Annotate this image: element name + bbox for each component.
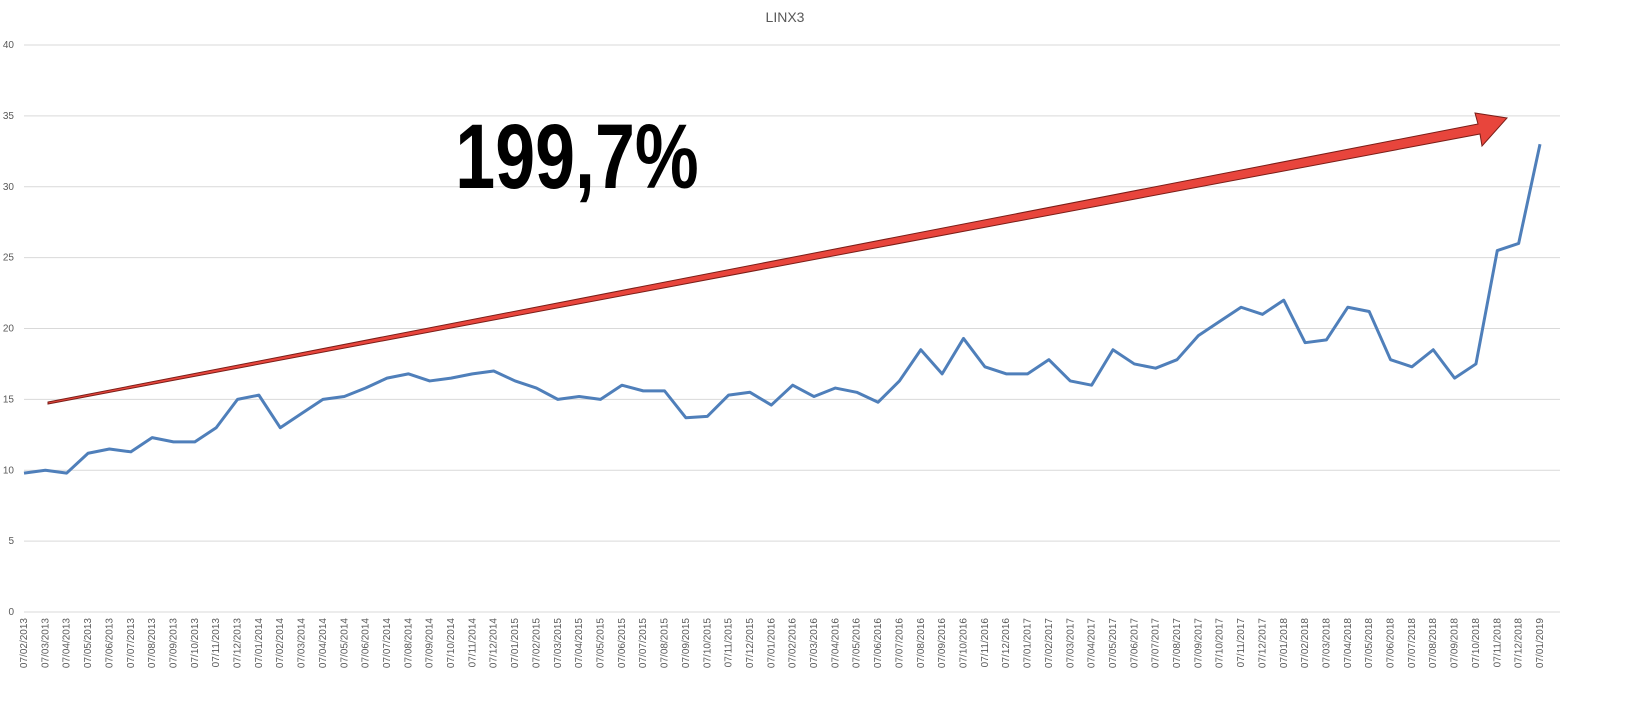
- x-tick-label: 07/12/2013: [233, 618, 244, 668]
- x-tick-label: 07/07/2015: [638, 618, 649, 668]
- x-tick-label: 07/05/2013: [83, 618, 94, 668]
- x-tick-label: 07/02/2018: [1300, 618, 1311, 668]
- y-tick-label: 15: [3, 394, 15, 405]
- x-tick-label: 07/03/2018: [1321, 618, 1332, 668]
- y-tick-label: 25: [3, 253, 15, 264]
- x-tick-label: 07/08/2017: [1172, 618, 1183, 668]
- x-tick-label: 07/03/2013: [40, 618, 51, 668]
- y-tick-label: 5: [8, 536, 14, 547]
- x-tick-label: 07/05/2017: [1108, 618, 1119, 668]
- x-tick-label: 07/10/2017: [1215, 618, 1226, 668]
- x-tick-label: 07/02/2013: [19, 618, 30, 668]
- x-tick-label: 07/10/2018: [1471, 618, 1482, 668]
- x-tick-label: 07/08/2013: [147, 618, 158, 668]
- x-tick-label: 07/01/2016: [766, 618, 777, 668]
- x-tick-label: 07/08/2016: [916, 618, 927, 668]
- y-tick-label: 0: [8, 607, 14, 618]
- x-tick-label: 07/09/2013: [168, 618, 179, 668]
- x-tick-label: 07/04/2017: [1087, 618, 1098, 668]
- x-tick-label: 07/04/2018: [1343, 618, 1354, 668]
- x-tick-label: 07/06/2015: [617, 618, 628, 668]
- x-tick-label: 07/01/2015: [510, 618, 521, 668]
- x-tick-label: 07/03/2016: [809, 618, 820, 668]
- x-tick-label: 07/09/2016: [937, 618, 948, 668]
- x-tick-label: 07/07/2014: [382, 618, 393, 668]
- x-tick-label: 07/06/2014: [361, 618, 372, 668]
- x-tick-label: 07/03/2014: [297, 618, 308, 668]
- x-tick-label: 07/09/2014: [425, 618, 436, 668]
- chart-title: LINX3: [766, 9, 805, 25]
- x-tick-label: 07/11/2016: [980, 618, 991, 668]
- x-tick-label: 07/11/2015: [724, 618, 735, 668]
- y-tick-label: 40: [3, 40, 15, 51]
- x-tick-label: 07/07/2017: [1151, 618, 1162, 668]
- x-tick-label: 07/02/2015: [531, 618, 542, 668]
- x-tick-label: 07/07/2013: [126, 618, 137, 668]
- x-tick-label: 07/01/2014: [254, 618, 265, 668]
- x-tick-label: 07/05/2015: [596, 618, 607, 668]
- y-tick-label: 10: [3, 465, 15, 476]
- x-tick-label: 07/02/2017: [1044, 618, 1055, 668]
- x-tick-label: 07/10/2015: [702, 618, 713, 668]
- x-tick-label: 07/08/2018: [1428, 618, 1439, 668]
- x-tick-label: 07/07/2018: [1407, 618, 1418, 668]
- x-tick-label: 07/02/2014: [275, 618, 286, 668]
- x-tick-label: 07/02/2016: [788, 618, 799, 668]
- x-tick-label: 07/11/2013: [211, 618, 222, 668]
- x-tick-label: 07/04/2015: [574, 618, 585, 668]
- x-tick-label: 07/03/2015: [553, 618, 564, 668]
- x-tick-label: 07/07/2016: [894, 618, 905, 668]
- y-tick-label: 20: [3, 324, 15, 335]
- x-tick-label: 07/10/2016: [958, 618, 969, 668]
- x-tick-label: 07/10/2014: [446, 618, 457, 668]
- y-tick-label: 30: [3, 182, 15, 193]
- x-tick-label: 07/01/2017: [1023, 618, 1034, 668]
- x-tick-label: 07/06/2018: [1386, 618, 1397, 668]
- x-tick-label: 07/12/2018: [1514, 618, 1525, 668]
- x-tick-label: 07/11/2018: [1492, 618, 1503, 668]
- x-tick-label: 07/06/2013: [104, 618, 115, 668]
- x-tick-label: 07/09/2015: [681, 618, 692, 668]
- x-tick-label: 07/06/2016: [873, 618, 884, 668]
- x-tick-label: 07/12/2017: [1257, 618, 1268, 668]
- x-tick-label: 07/01/2018: [1279, 618, 1290, 668]
- x-tick-label: 07/09/2017: [1193, 618, 1204, 668]
- x-tick-label: 07/12/2016: [1001, 618, 1012, 668]
- x-tick-label: 07/04/2016: [830, 618, 841, 668]
- x-tick-label: 07/08/2014: [403, 618, 414, 668]
- line-series: [23, 143, 1542, 475]
- arrow: [47, 112, 1508, 405]
- y-tick-label: 35: [3, 111, 15, 122]
- x-tick-label: 07/10/2013: [190, 618, 201, 668]
- x-tick-label: 07/04/2014: [318, 618, 329, 668]
- x-tick-label: 07/11/2014: [467, 618, 478, 668]
- x-tick-label: 07/12/2015: [745, 618, 756, 668]
- x-tick-label: 07/11/2017: [1236, 618, 1247, 668]
- x-tick-label: 07/04/2013: [62, 618, 73, 668]
- x-tick-label: 07/12/2014: [489, 618, 500, 668]
- x-tick-label: 07/05/2018: [1364, 618, 1375, 668]
- x-tick-label: 07/05/2014: [339, 618, 350, 668]
- x-tick-label: 07/01/2019: [1535, 618, 1546, 668]
- annotation: 199,7%: [455, 105, 698, 208]
- x-tick-label: 07/08/2015: [660, 618, 671, 668]
- x-tick-label: 07/05/2016: [852, 618, 863, 668]
- x-tick-label: 07/06/2017: [1129, 618, 1140, 668]
- x-tick-label: 07/09/2018: [1450, 618, 1461, 668]
- x-tick-label: 07/03/2017: [1065, 618, 1076, 668]
